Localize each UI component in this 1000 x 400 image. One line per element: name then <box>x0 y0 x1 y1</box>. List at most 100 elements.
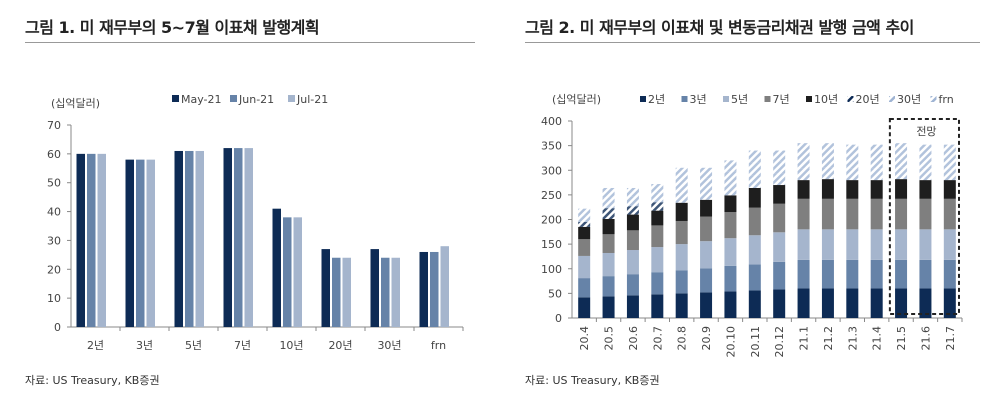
bar-20년-20.9 <box>700 188 713 200</box>
bar-30년-21.4 <box>870 156 883 169</box>
bar-2년-20.6 <box>626 295 639 318</box>
bar-30년-21.2 <box>821 155 834 168</box>
bar-30년-20.7 <box>651 192 664 203</box>
bar-May-21-10년 <box>272 208 281 327</box>
bar-20년-20.7 <box>651 202 664 211</box>
bar-2년-20.8 <box>675 293 688 318</box>
bar-frn-20.4 <box>578 208 591 216</box>
bar-7년-21.3 <box>846 198 859 230</box>
bar-30년-20.10 <box>724 171 737 184</box>
bar-5년-20.12 <box>773 232 786 262</box>
bar-frn-21.4 <box>870 144 883 157</box>
bar-5년-21.1 <box>797 229 810 260</box>
legend-label: 20년 <box>856 93 880 106</box>
bar-7년-21.5 <box>895 198 908 230</box>
bar-May-21-30년 <box>370 249 379 327</box>
bar-Jun-21-30년 <box>381 257 390 327</box>
bar-Jun-21-2년 <box>87 153 96 327</box>
bar-5년-21.7 <box>943 229 956 260</box>
y-tick-label: 30 <box>47 234 61 247</box>
bar-3년-20.9 <box>700 268 713 293</box>
y-tick-label: 10 <box>47 292 61 305</box>
bar-Jul-21-7년 <box>244 148 253 327</box>
bar-2년-20.4 <box>578 297 591 318</box>
x-tick-label: 21.6 <box>919 326 932 351</box>
bar-7년-20.10 <box>724 212 737 239</box>
bar-5년-21.6 <box>919 229 932 260</box>
bar-3년-21.3 <box>846 259 859 289</box>
bar-20년-21.5 <box>895 167 908 180</box>
bar-10년-20.12 <box>773 185 786 204</box>
bar-7년-20.6 <box>626 230 639 251</box>
x-tick-label: 20.7 <box>651 326 664 351</box>
bar-5년-20.5 <box>602 252 615 277</box>
bar-5년-20.4 <box>578 255 591 279</box>
legend-swatch <box>723 96 729 102</box>
x-tick-label: 21.1 <box>798 326 811 351</box>
y-tick-label: 400 <box>541 115 562 128</box>
x-tick-label: 20년 <box>328 339 352 352</box>
bar-May-21-frn <box>419 251 428 327</box>
unit-label: (십억달러) <box>552 93 601 106</box>
bar-Jul-21-5년 <box>195 150 204 327</box>
bar-May-21-3년 <box>125 159 134 327</box>
x-tick-label: 3년 <box>136 339 153 352</box>
bar-frn-20.6 <box>626 187 639 197</box>
y-tick-label: 0 <box>54 321 61 334</box>
bar-3년-20.12 <box>773 261 786 290</box>
bar-10년-21.6 <box>919 180 932 199</box>
x-tick-label: 20.12 <box>773 326 786 358</box>
bar-3년-20.6 <box>626 274 639 296</box>
bar-Jun-21-7년 <box>234 148 243 327</box>
bar-5년-20.10 <box>724 238 737 266</box>
bar-7년-20.4 <box>578 239 591 256</box>
y-tick-label: 50 <box>548 287 562 300</box>
bar-10년-21.3 <box>846 180 859 199</box>
bar-20년-21.7 <box>943 168 956 181</box>
bar-7년-21.7 <box>943 198 956 230</box>
y-tick-label: 40 <box>47 206 61 219</box>
bar-5년-21.4 <box>870 229 883 260</box>
chart1-source: 자료: US Treasury, KB증권 <box>25 374 160 387</box>
bar-Jul-21-10년 <box>293 217 302 327</box>
bar-7년-21.2 <box>821 198 834 230</box>
divider <box>25 42 475 43</box>
bar-frn-20.8 <box>675 167 688 180</box>
chart2-source: 자료: US Treasury, KB증권 <box>525 374 660 387</box>
legend-label: 7년 <box>773 93 790 106</box>
bar-Jul-21-20년 <box>342 257 351 327</box>
bar-30년-20.8 <box>675 179 688 191</box>
bar-7년-20.12 <box>773 203 786 233</box>
legend-swatch <box>640 96 646 102</box>
bar-May-21-2년 <box>76 153 85 327</box>
x-tick-label: 20.5 <box>603 326 616 351</box>
y-tick-label: 60 <box>47 148 61 161</box>
bar-20년-21.3 <box>846 168 859 181</box>
chart1-title: 그림 1. 미 재무부의 5~7월 이표채 발행계획 <box>25 18 320 37</box>
unit-label: (십억달러) <box>51 97 100 110</box>
legend-label: 30년 <box>897 93 921 106</box>
bar-3년-20.10 <box>724 265 737 292</box>
bar-7년-21.6 <box>919 198 932 230</box>
bar-3년-21.6 <box>919 259 932 289</box>
bar-frn-21.3 <box>846 144 859 157</box>
x-tick-label: 5년 <box>185 339 202 352</box>
bar-3년-20.8 <box>675 270 688 294</box>
x-tick-label: 20.9 <box>700 326 713 351</box>
bar-20년-20.6 <box>626 206 639 215</box>
x-tick-label: 20.6 <box>627 326 640 351</box>
forecast-box <box>888 118 960 315</box>
bar-3년-21.4 <box>870 259 883 289</box>
bar-30년-21.5 <box>895 155 908 168</box>
bar-2년-21.3 <box>846 288 859 318</box>
bar-10년-20.5 <box>602 219 615 235</box>
bar-7년-20.11 <box>748 207 761 236</box>
bar-5년-21.3 <box>846 229 859 260</box>
x-tick-label: 21.3 <box>846 326 859 351</box>
y-tick-label: 100 <box>541 263 562 276</box>
y-tick-label: 350 <box>541 140 562 153</box>
bar-30년-20.4 <box>578 215 591 222</box>
bar-5년-21.2 <box>821 229 834 260</box>
bar-10년-20.4 <box>578 226 591 240</box>
bar-30년-21.3 <box>846 156 859 169</box>
